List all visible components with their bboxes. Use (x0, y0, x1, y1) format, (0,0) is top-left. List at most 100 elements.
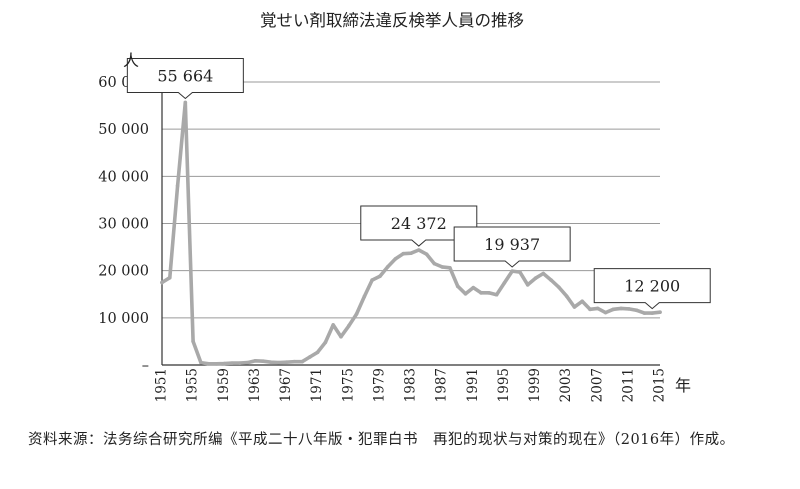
y-tick-label: – (142, 358, 149, 374)
data-point (564, 294, 569, 298)
x-tick-label: 2007 (589, 368, 605, 402)
x-tick-label: 1951 (154, 368, 170, 402)
data-point (230, 361, 234, 365)
x-tick-label: 2015 (652, 368, 668, 402)
x-tick-label: 1963 (247, 368, 263, 402)
data-point (595, 306, 600, 311)
data-point (300, 359, 304, 364)
data-point (261, 359, 265, 364)
data-point (393, 257, 398, 261)
x-tick-label: 1959 (216, 368, 232, 402)
data-point (308, 355, 312, 359)
data-point (269, 360, 273, 364)
y-tick-label: 30 000 (98, 217, 149, 233)
data-point (448, 266, 452, 270)
data-point (611, 307, 616, 312)
x-tick-label: 1999 (527, 368, 543, 402)
chart-title: 覚せい剤取締法違反検挙人員の推移 (260, 11, 524, 30)
y-tick-label: 20 000 (98, 264, 149, 280)
data-point (339, 334, 343, 339)
data-point (494, 292, 499, 297)
data-point (455, 284, 460, 289)
x-axis-unit-label: 年 (675, 376, 691, 395)
line-chart: 覚せい剤取締法違反検挙人員の推移 – 10 000 20 000 30 000 40 0… (98, 11, 711, 402)
annotations: 55 664 24 372 19 937 12 200 (126, 57, 711, 310)
callout-box (360, 205, 478, 247)
data-point (409, 251, 413, 256)
x-tick-label: 1987 (434, 368, 450, 402)
data-point (370, 278, 374, 282)
data-point (658, 310, 662, 314)
data-point (424, 252, 429, 256)
data-point (315, 350, 320, 355)
x-tick-label: 2011 (620, 368, 636, 402)
data-point (463, 291, 468, 296)
data-point (214, 362, 219, 366)
x-tick-label: 1979 (371, 368, 387, 402)
data-point (479, 291, 483, 295)
data-point (183, 100, 188, 105)
data-point (642, 311, 647, 315)
data-point (580, 299, 584, 304)
y-tick-label: 50 000 (98, 122, 149, 138)
y-tick-label: 10 000 (98, 311, 149, 327)
data-point (518, 270, 522, 274)
data-point (323, 340, 328, 345)
data-point (385, 265, 390, 269)
data-point (603, 310, 608, 315)
data-point (160, 280, 164, 285)
callout-label: 12 200 (624, 277, 680, 296)
x-tick-label: 1991 (465, 368, 481, 402)
data-point (191, 339, 195, 344)
data-point (541, 271, 546, 276)
data-point (276, 360, 281, 365)
data-point (502, 281, 507, 285)
data-point (440, 265, 444, 269)
data-point (533, 276, 538, 281)
x-tick-label: 1967 (278, 368, 294, 402)
y-tick-label: 40 000 (98, 169, 149, 185)
data-point (378, 274, 382, 279)
data-point (253, 358, 258, 363)
callout-label: 24 372 (391, 214, 447, 233)
x-tick-label: 1983 (403, 368, 419, 402)
x-tick-label: 2003 (558, 368, 574, 402)
data-point (245, 360, 250, 365)
data-point (487, 291, 491, 295)
data-point (572, 305, 577, 309)
x-tick-label: 1995 (496, 368, 512, 402)
data-point (557, 285, 561, 289)
callout-box (593, 268, 711, 310)
x-tick-label: 1975 (340, 368, 356, 402)
callout-label: 55 664 (157, 66, 213, 85)
data-point (401, 251, 406, 256)
data-point (525, 283, 530, 287)
data-point (510, 269, 514, 273)
data-point (650, 311, 655, 315)
data-point (354, 312, 359, 316)
data-point (284, 360, 289, 364)
data-point (362, 294, 367, 299)
data-point (619, 306, 623, 311)
data-point (206, 362, 211, 366)
data-point (238, 361, 242, 365)
data-point (549, 278, 553, 282)
data-point (346, 324, 351, 328)
callout-box (126, 57, 244, 100)
x-axis: 1951 1955 1959 1963 1967 1971 1975 1979 1983 1987… (154, 364, 668, 402)
x-tick-label: 1971 (309, 368, 325, 402)
grid-lines (162, 81, 660, 319)
callout-box (453, 226, 571, 268)
source-note: 资料来源：法务综合研究所编《平成二十八年版・犯罪白书 再犯的现状与对策的现在》（… (28, 432, 735, 448)
data-point (167, 275, 172, 280)
data-point (588, 307, 592, 312)
data-point (175, 183, 180, 188)
data-point (416, 248, 421, 252)
data-point (634, 308, 639, 313)
data-point (292, 359, 297, 364)
x-tick-label: 1955 (185, 368, 201, 402)
data-point (331, 323, 335, 327)
y-axis-unit-label: 人 (123, 51, 139, 70)
series-group (160, 100, 662, 366)
